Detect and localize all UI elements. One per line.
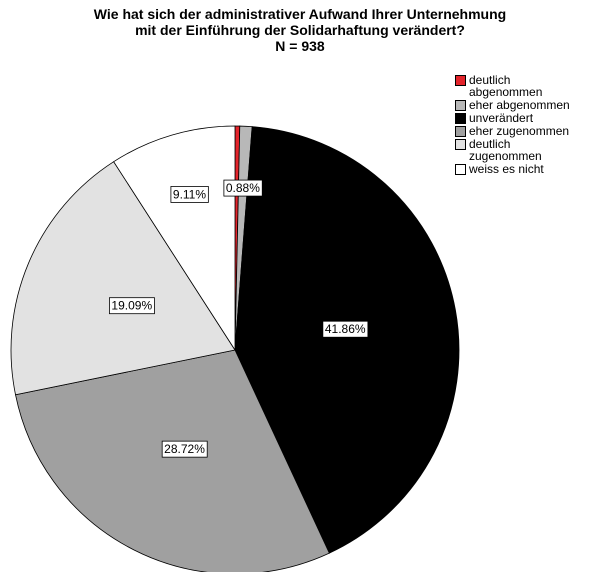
legend-label: weiss es nicht bbox=[469, 162, 544, 176]
legend-label: unverändert bbox=[469, 111, 534, 125]
legend-label: eher abgenommen bbox=[469, 98, 570, 112]
chart-title: mit der Einführung der Solidarhaftung ve… bbox=[135, 22, 465, 38]
legend-item: eher zugenommen bbox=[455, 125, 573, 137]
value-label: 9.11% bbox=[173, 187, 206, 201]
legend-swatch bbox=[455, 164, 466, 175]
legend-label: deutlich abgenommen bbox=[469, 73, 543, 99]
value-label: 0.88% bbox=[226, 181, 260, 195]
value-label-box bbox=[170, 186, 209, 203]
legend-swatch bbox=[455, 113, 466, 124]
legend-swatch bbox=[455, 75, 466, 86]
chart-title: Wie hat sich der administrativer Aufwand… bbox=[94, 6, 506, 22]
pie-slice bbox=[113, 125, 236, 352]
legend-label: eher zugenommen bbox=[469, 124, 570, 138]
legend-item: unverändert bbox=[455, 112, 573, 124]
legend-item: eher abgenommen bbox=[455, 99, 573, 111]
value-label: 28.72% bbox=[164, 442, 205, 456]
legend-item: deutlich zugenommen bbox=[455, 138, 573, 162]
legend-swatch bbox=[455, 139, 466, 150]
value-label: 19.09% bbox=[111, 299, 152, 313]
value-label-box bbox=[223, 179, 263, 197]
legend-swatch bbox=[455, 126, 466, 137]
legend-label: deutlich zugenommen bbox=[469, 137, 542, 163]
chart-subtitle: N = 938 bbox=[275, 38, 325, 54]
legend-swatch bbox=[455, 100, 466, 111]
pie-slice bbox=[234, 126, 460, 554]
value-label-box bbox=[109, 297, 155, 315]
legend: deutlich abgenommen eher abgenommen unverä… bbox=[455, 74, 573, 176]
value-label-box bbox=[322, 320, 369, 338]
pie-slice bbox=[10, 161, 236, 396]
value-label: 41.86% bbox=[325, 322, 366, 336]
pie-slice bbox=[15, 349, 330, 572]
legend-item: weiss es nicht bbox=[455, 163, 573, 175]
legend-item: deutlich abgenommen bbox=[455, 74, 573, 98]
value-label-box bbox=[161, 440, 208, 458]
